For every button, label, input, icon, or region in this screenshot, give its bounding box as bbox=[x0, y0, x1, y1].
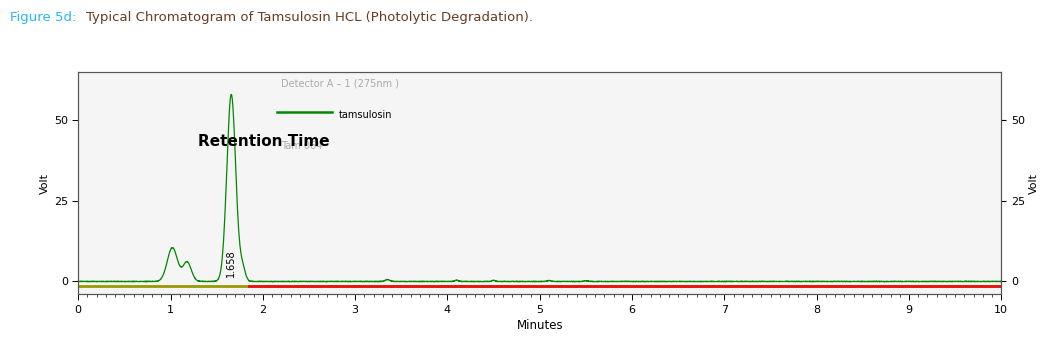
Text: tamsulosin: tamsulosin bbox=[339, 109, 392, 120]
Text: Figure 5d:: Figure 5d: bbox=[10, 11, 81, 24]
Y-axis label: Volt: Volt bbox=[40, 173, 49, 194]
Y-axis label: Volt: Volt bbox=[1029, 173, 1039, 194]
Text: Retention Time: Retention Time bbox=[198, 134, 330, 149]
Text: Typical Chromatogram of Tamsulosin HCL (Photolytic Degradation).: Typical Chromatogram of Tamsulosin HCL (… bbox=[86, 11, 533, 24]
Text: Detector A – 1 (275nm ): Detector A – 1 (275nm ) bbox=[282, 79, 399, 88]
X-axis label: Minutes: Minutes bbox=[516, 319, 563, 332]
Text: 1.658: 1.658 bbox=[226, 249, 237, 277]
Text: Tam 064: Tam 064 bbox=[282, 141, 322, 151]
